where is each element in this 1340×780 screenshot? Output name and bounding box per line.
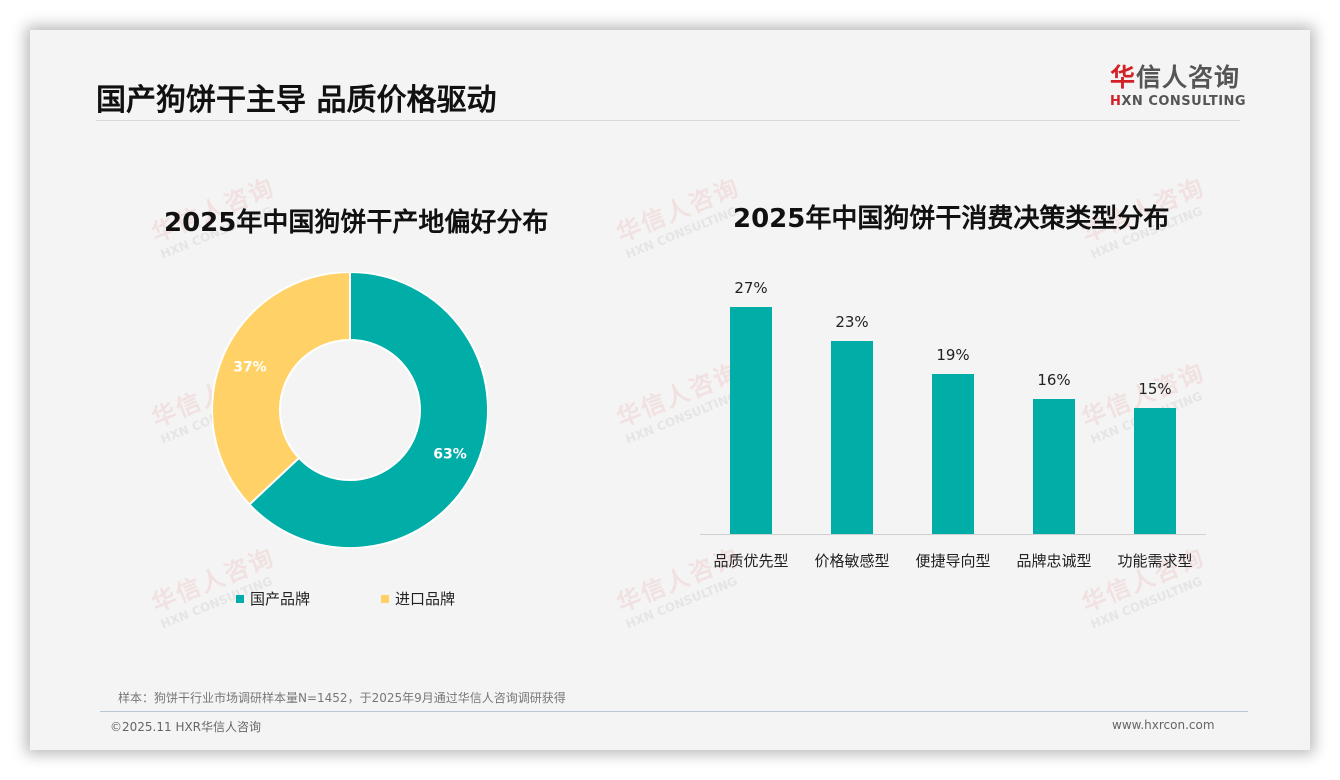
title-divider xyxy=(96,120,1240,121)
bar-category-label: 品质优先型 xyxy=(713,552,789,570)
bar xyxy=(932,374,974,534)
source-note: 样本：狗饼干行业市场调研样本量N=1452，于2025年9月通过华信人咨询调研获… xyxy=(118,691,566,705)
bar-category-label: 价格敏感型 xyxy=(814,552,890,570)
bar-category-label: 便捷导向型 xyxy=(915,552,991,570)
bar-category-label: 功能需求型 xyxy=(1117,552,1193,570)
bar-value-label: 19% xyxy=(936,346,970,365)
legend-item-imported: 进口品牌 xyxy=(381,588,455,609)
website-link: www.hxrcon.com xyxy=(1112,718,1215,732)
donut-label: 63% xyxy=(433,446,467,462)
brand-logo: 华信人咨询 HXN CONSULTING xyxy=(1110,63,1247,110)
footer-divider xyxy=(100,711,1248,712)
donut-segment xyxy=(211,270,351,506)
bar xyxy=(1134,407,1176,534)
bar-value-label: 16% xyxy=(1037,371,1071,390)
slide: 华信人咨询 HXN CONSULTING 华信人咨询 HXN CONSULTING … xyxy=(30,30,1310,750)
x-axis-line xyxy=(700,534,1206,535)
bar-category-label: 品牌忠诚型 xyxy=(1016,552,1092,570)
donut-label: 37% xyxy=(233,360,267,376)
legend-item-domestic: 国产品牌 xyxy=(236,588,310,609)
bar-value-label: 23% xyxy=(835,312,869,331)
bar-value-label: 27% xyxy=(734,279,768,297)
bar xyxy=(831,340,873,534)
donut-chart-title: 2025年中国狗饼干产地偏好分布 xyxy=(164,208,549,238)
donut-chart: 63% 37% xyxy=(211,270,489,549)
bar xyxy=(730,307,772,534)
page-title: 国产狗饼干主导 品质价格驱动 xyxy=(96,83,497,118)
legend-swatch-yellow xyxy=(381,594,389,603)
bar-value-label: 15% xyxy=(1138,379,1172,398)
bar-chart-title: 2025年中国狗饼干消费决策类型分布 xyxy=(733,204,1170,234)
bar-chart: 27% 品质优先型 23% 价格敏感型 19% 便捷导向型 16% 品牌忠诚型 15% 功能需求型 xyxy=(700,270,1210,580)
copyright: ©2025.11 HXR华信人咨询 xyxy=(110,720,262,734)
legend-swatch-teal xyxy=(236,594,244,603)
donut-segment xyxy=(247,270,489,549)
bar xyxy=(1033,399,1075,534)
